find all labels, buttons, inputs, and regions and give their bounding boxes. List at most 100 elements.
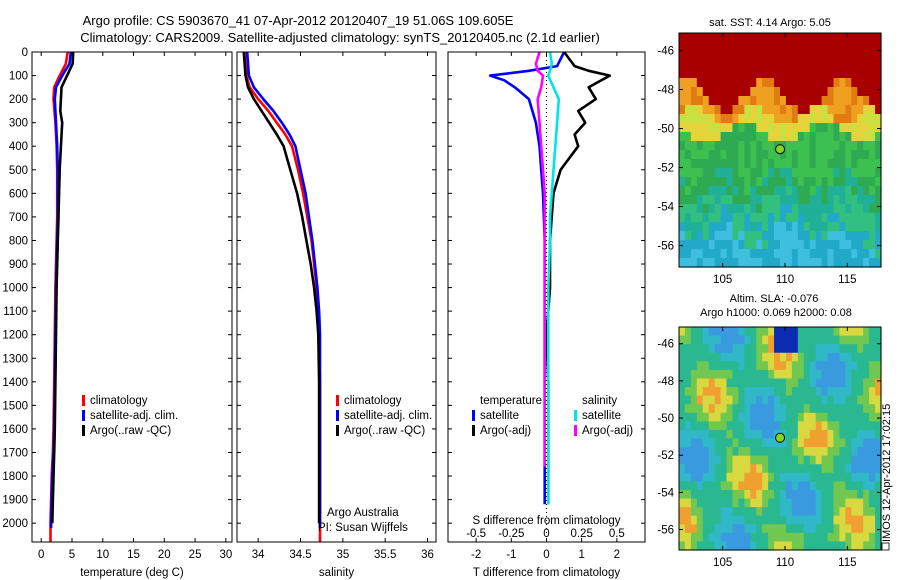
heatmap-cell <box>821 327 829 337</box>
heatmap-cell <box>863 114 870 124</box>
heatmap-cell <box>768 507 775 517</box>
heatmap-cell <box>732 33 740 43</box>
heatmap-cell <box>857 258 864 268</box>
heatmap-cell <box>690 378 698 388</box>
heatmap-cell <box>827 159 835 169</box>
heatmap-cell <box>827 524 835 534</box>
heatmap-cell <box>803 150 811 160</box>
heatmap-cell <box>839 421 846 431</box>
heatmap-cell <box>696 123 704 133</box>
heatmap-cell <box>762 159 769 169</box>
heatmap-cell <box>815 177 823 187</box>
heatmap-cell <box>738 222 745 232</box>
heatmap-cell <box>696 387 704 397</box>
heatmap-cell <box>839 532 846 543</box>
heatmap-cell <box>845 240 852 250</box>
heatmap-cell <box>744 395 751 405</box>
heatmap-cell <box>845 532 852 543</box>
heatmap-cell <box>690 141 698 151</box>
heatmap-cell <box>797 114 805 124</box>
heatmap-cell <box>863 195 870 205</box>
heatmap-cell <box>732 515 740 525</box>
heatmap-cell <box>815 515 823 525</box>
heatmap-cell <box>744 204 751 214</box>
heatmap-cell <box>809 105 817 115</box>
heatmap-cell <box>708 429 716 440</box>
heatmap-cell <box>774 114 781 124</box>
heatmap-cell <box>803 213 811 223</box>
heatmap-cell <box>780 150 787 160</box>
heatmap-cell <box>720 404 728 414</box>
temperature-ytick-label: 1900 <box>2 495 28 507</box>
heatmap-cell <box>768 177 775 187</box>
heatmap-cell <box>774 421 781 431</box>
heatmap-cell <box>702 222 710 232</box>
heatmap-cell <box>803 51 811 61</box>
heatmap-cell <box>821 447 829 457</box>
heatmap-cell <box>827 186 835 196</box>
heatmap-cell <box>845 395 852 405</box>
difference-xtick-label: -1 <box>506 549 516 561</box>
heatmap-cell <box>744 240 751 250</box>
heatmap-cell <box>821 258 829 268</box>
heatmap-cell <box>809 231 817 241</box>
heatmap-cell <box>857 498 864 508</box>
heatmap-cell <box>827 352 835 362</box>
heatmap-cell <box>851 159 858 169</box>
heatmap-cell <box>744 87 751 97</box>
heatmap-cell <box>720 352 728 362</box>
heatmap-cell <box>833 335 841 345</box>
heatmap-cell <box>797 429 805 440</box>
heatmap-cell <box>821 335 829 345</box>
heatmap-cell <box>702 429 710 440</box>
heatmap-cell <box>803 141 811 151</box>
heatmap-cell <box>708 195 716 205</box>
heatmap-cell <box>768 240 775 250</box>
heatmap-cell <box>679 541 686 551</box>
heatmap-cell <box>815 195 823 205</box>
heatmap-cell <box>791 378 799 388</box>
heatmap-cell <box>821 33 829 43</box>
heatmap-cell <box>750 231 757 241</box>
heatmap-cell <box>827 387 835 397</box>
heatmap-cell <box>839 195 846 205</box>
heatmap-cell <box>803 33 811 43</box>
heatmap-cell <box>833 378 841 388</box>
heatmap-cell <box>815 231 823 241</box>
p-map1-ytick-label: -56 <box>657 241 674 253</box>
heatmap-cell <box>750 222 757 232</box>
heatmap-cell <box>744 150 751 160</box>
heatmap-cell <box>815 168 823 178</box>
heatmap-cell <box>821 96 829 106</box>
heatmap-cell <box>780 472 787 482</box>
heatmap-cell <box>851 78 858 88</box>
heatmap-cell <box>684 335 692 345</box>
heatmap-cell <box>821 141 829 151</box>
heatmap-cell <box>827 114 835 124</box>
heatmap-cell <box>768 327 775 337</box>
heatmap-cell <box>744 51 751 61</box>
heatmap-cell <box>679 141 686 151</box>
heatmap-cell <box>744 515 751 525</box>
heatmap-cell <box>702 404 710 414</box>
heatmap-cell <box>708 472 716 482</box>
heatmap-cell <box>762 532 769 543</box>
heatmap-cell <box>726 258 734 268</box>
heatmap-cell <box>851 33 858 43</box>
heatmap-cell <box>809 195 817 205</box>
salinity-legend-swatch <box>336 410 339 421</box>
heatmap-cell <box>863 150 870 160</box>
sst-map-title: sat. SST: 4.14 Argo: 5.05 <box>709 17 831 29</box>
heatmap-cell <box>708 159 716 169</box>
heatmap-cell <box>774 249 781 259</box>
heatmap-cell <box>738 213 745 223</box>
heatmap-cell <box>714 421 722 431</box>
heatmap-cell <box>869 105 876 115</box>
heatmap-cell <box>857 33 864 43</box>
heatmap-cell <box>791 447 799 457</box>
heatmap-cell <box>714 69 722 79</box>
heatmap-cell <box>780 42 787 52</box>
temperature-ytick-label: 900 <box>9 259 28 271</box>
difference-legend-swatch <box>472 410 475 421</box>
